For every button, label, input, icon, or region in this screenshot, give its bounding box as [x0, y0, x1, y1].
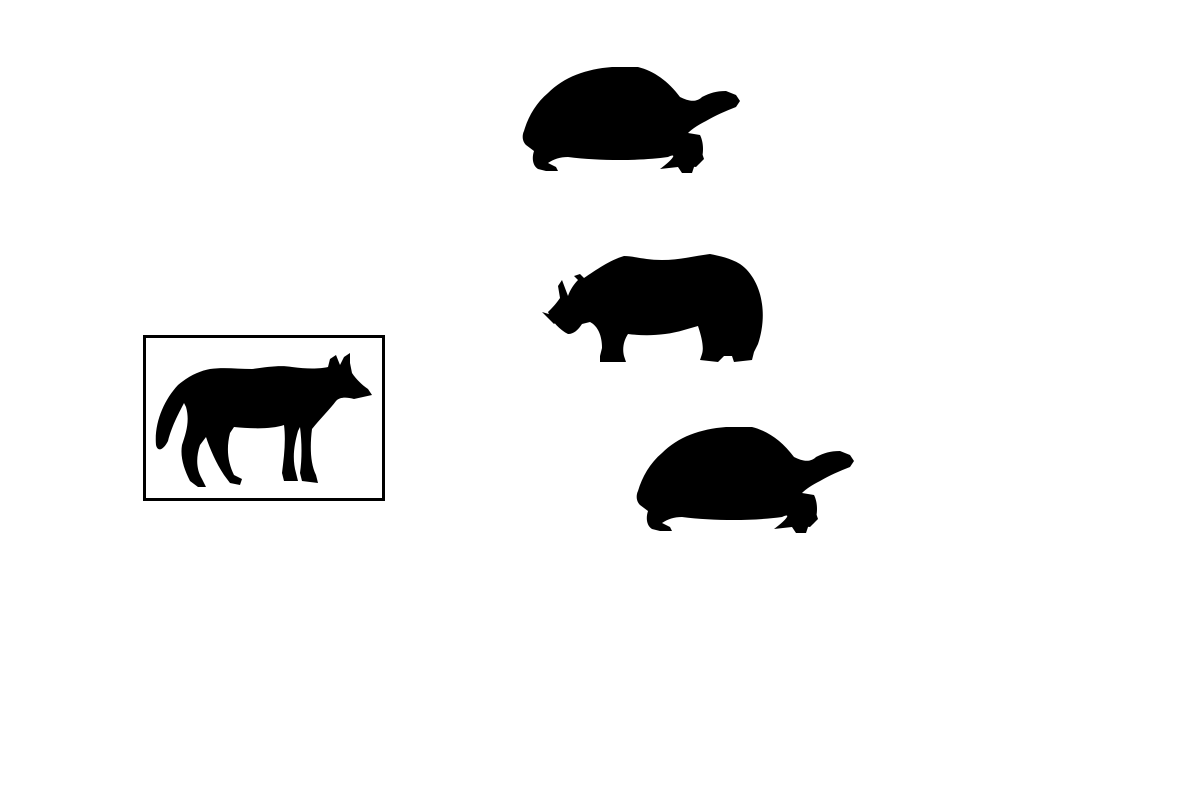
tortoise-icon[interactable]	[634, 425, 856, 537]
selection-frame[interactable]	[143, 335, 385, 501]
tortoise-icon[interactable]	[520, 65, 742, 177]
wolf-icon[interactable]	[150, 345, 376, 491]
rhinoceros-icon[interactable]	[540, 252, 764, 368]
